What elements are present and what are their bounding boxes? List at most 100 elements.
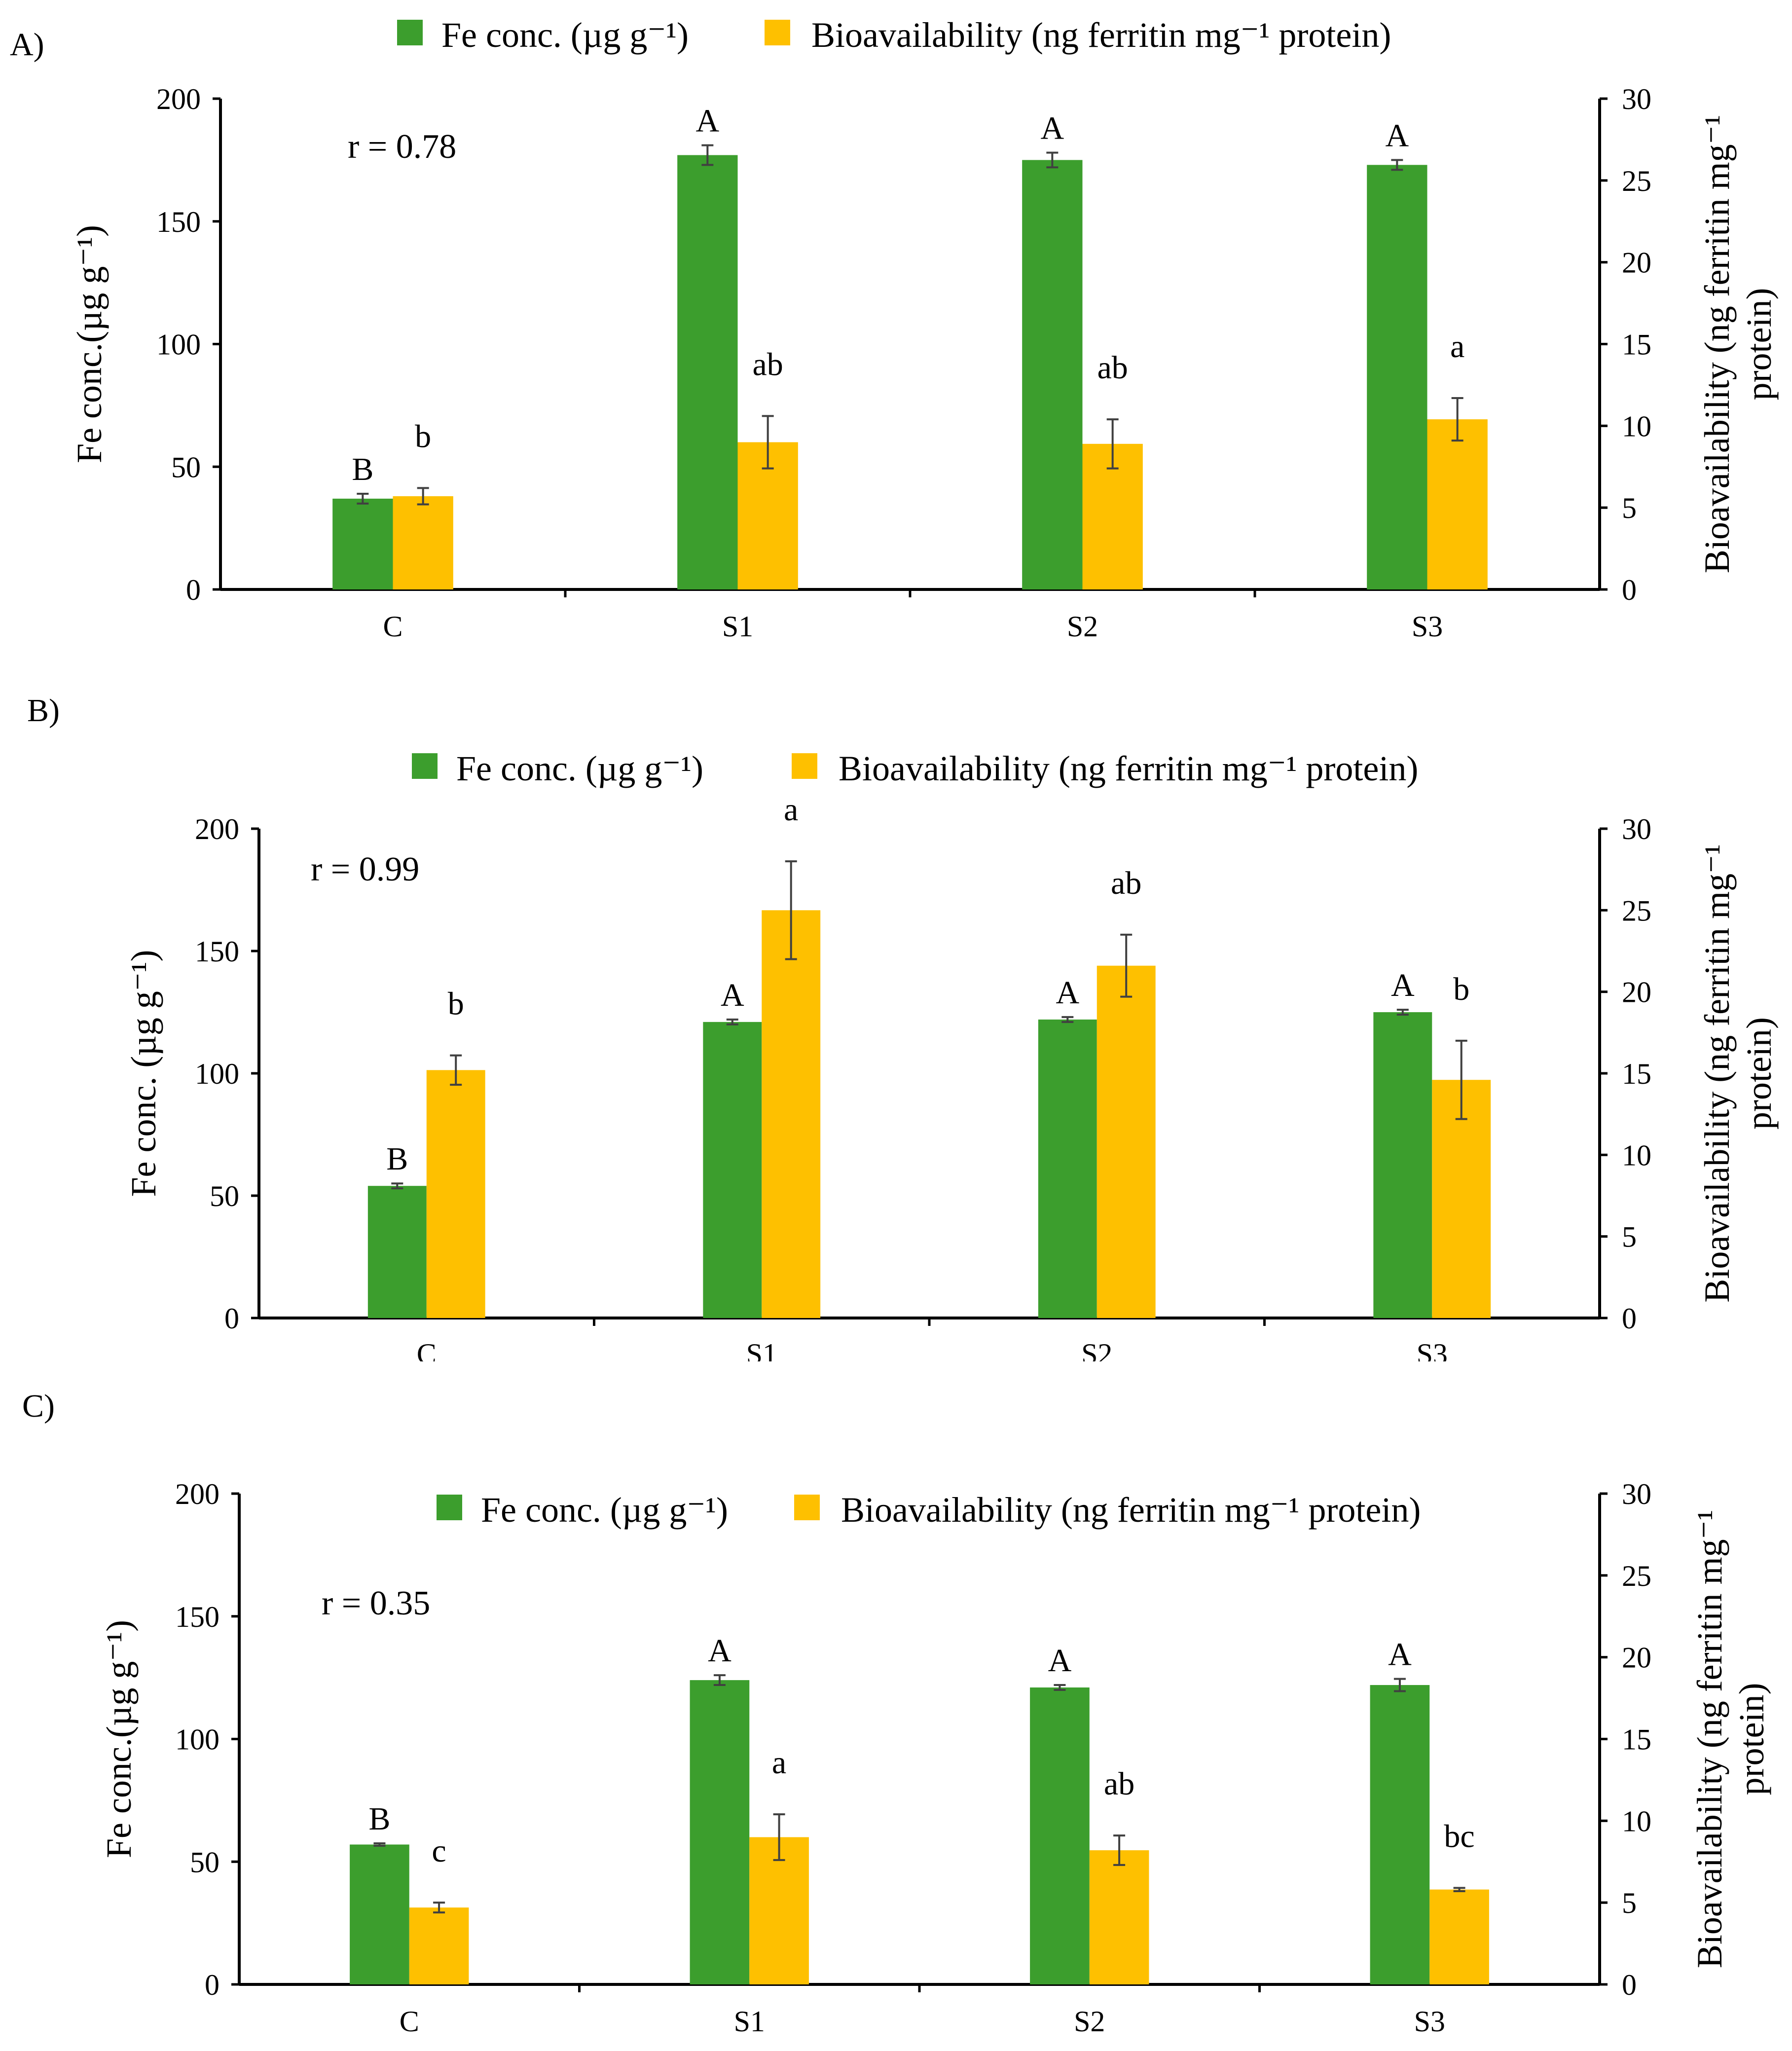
fe-bar [367, 1186, 427, 1318]
chart-a-svg: A) Fe conc. (µg g⁻¹) Bioavailability (ng f… [10, 15, 1779, 643]
left-tick-label: 100 [156, 329, 201, 361]
chart-b-svg: B) Fe conc. (µg g⁻¹) Bioavailability (ng f… [27, 693, 1779, 1361]
category-label: S3 [1417, 1338, 1448, 1361]
category-label: S3 [1412, 610, 1443, 643]
bio-significance-letter: ab [1097, 350, 1128, 386]
bio-significance-letter: bc [1444, 1818, 1474, 1854]
fe-significance-letter: A [721, 977, 744, 1013]
right-tick-label: 5 [1622, 1221, 1637, 1253]
bio-significance-letter: a [772, 1745, 786, 1781]
legend-label-bio: Bioavailability (ng ferritin mg⁻¹ protei… [841, 1490, 1421, 1530]
fe-bar [1370, 1685, 1430, 1984]
bio-bar [1429, 1889, 1489, 1984]
fe-significance-letter: A [1386, 117, 1409, 153]
left-tick-label: 50 [190, 1846, 219, 1878]
fe-significance-letter: B [368, 1801, 390, 1837]
right-tick-label: 25 [1622, 165, 1651, 197]
fe-bar [1030, 1687, 1090, 1984]
left-axis-title: Fe conc. (µg g⁻¹) [124, 950, 163, 1197]
left-tick-label: 200 [156, 83, 201, 115]
legend-swatch-bio [765, 20, 790, 45]
right-tick-label: 10 [1622, 410, 1651, 442]
left-tick-label: 150 [156, 206, 201, 238]
fe-bar [1022, 160, 1083, 589]
panel-label: C) [22, 1388, 55, 1424]
legend-swatch-fe [437, 1495, 462, 1520]
fe-significance-letter: B [386, 1141, 408, 1177]
fe-significance-letter: A [1391, 967, 1415, 1003]
right-axis-title-line2: protein) [1732, 1683, 1771, 1795]
correlation-label: r = 0.99 [311, 850, 419, 888]
left-tick-label: 200 [175, 1478, 219, 1510]
fe-bar [690, 1680, 750, 1984]
left-tick-label: 100 [175, 1723, 219, 1756]
left-axis-title: Fe conc.(µg g⁻¹) [99, 1620, 139, 1858]
chart-c-svg: C) Fe conc. (µg g⁻¹) Bioavailability (ng f… [22, 1388, 1771, 2038]
bio-significance-letter: a [1450, 329, 1464, 365]
bio-significance-letter: ab [1111, 865, 1141, 901]
bio-bar [1427, 419, 1488, 589]
right-tick-label: 30 [1622, 83, 1651, 115]
category-label: C [400, 2005, 419, 2038]
bio-significance-letter: ab [753, 346, 783, 382]
left-tick-label: 50 [210, 1180, 239, 1212]
category-label: S2 [1074, 2005, 1105, 2038]
fe-bar [677, 155, 738, 589]
right-tick-label: 25 [1622, 1560, 1651, 1592]
right-tick-label: 0 [1622, 1302, 1637, 1335]
bio-bar [762, 910, 821, 1318]
fe-bar [332, 498, 393, 589]
right-tick-label: 30 [1622, 813, 1651, 845]
legend-swatch-bio [794, 1495, 820, 1520]
bio-significance-letter: b [1453, 971, 1469, 1007]
left-tick-label: 150 [195, 935, 239, 968]
left-axis-title: Fe conc.(µg g⁻¹) [70, 225, 109, 463]
legend-label-fe: Fe conc. (µg g⁻¹) [441, 15, 689, 55]
right-tick-label: 5 [1622, 1887, 1637, 1919]
category-label: C [383, 610, 402, 643]
legend-label-fe: Fe conc. (µg g⁻¹) [456, 749, 703, 788]
chart-panel-c: C) Fe conc. (µg g⁻¹) Bioavailability (ng f… [0, 1361, 1792, 2051]
right-tick-label: 20 [1622, 1642, 1651, 1674]
fe-significance-letter: B [352, 451, 373, 487]
right-axis-title-line1: Bioavailability (ng ferritin mg⁻¹ [1690, 1510, 1729, 1968]
left-tick-label: 50 [171, 451, 201, 483]
bio-bar [1097, 965, 1156, 1318]
chart-panel-a: A) Fe conc. (µg g⁻¹) Bioavailability (ng f… [0, 0, 1792, 681]
bio-significance-letter: b [415, 418, 431, 454]
bio-significance-letter: b [448, 986, 464, 1022]
correlation-label: r = 0.35 [322, 1584, 430, 1622]
legend-label-fe: Fe conc. (µg g⁻¹) [481, 1490, 728, 1530]
right-tick-label: 15 [1622, 1058, 1651, 1090]
left-tick-label: 0 [186, 574, 201, 606]
legend: Fe conc. (µg g⁻¹) Bioavailability (ng fer… [437, 1490, 1421, 1530]
right-tick-label: 15 [1622, 1723, 1651, 1756]
bio-significance-letter: a [784, 792, 798, 828]
legend: Fe conc. (µg g⁻¹) Bioavailability (ng fer… [397, 15, 1391, 55]
left-tick-label: 200 [195, 813, 239, 845]
bio-significance-letter: ab [1104, 1766, 1134, 1802]
category-label: S2 [1081, 1338, 1112, 1361]
right-tick-label: 15 [1622, 329, 1651, 361]
category-label: S3 [1414, 2005, 1445, 2038]
bio-bar [409, 1907, 469, 1984]
bio-bar [1089, 1850, 1149, 1984]
fe-significance-letter: A [1048, 1643, 1072, 1679]
fe-significance-letter: A [696, 103, 720, 139]
right-axis-title-line2: protein) [1739, 288, 1779, 401]
legend-swatch-bio [792, 753, 817, 779]
right-axis-title: Bioavailability (ng ferritin mg⁻¹protein… [1690, 1510, 1771, 1968]
right-axis-title: Bioavailability (ng ferritin mg⁻¹protein… [1697, 115, 1779, 573]
right-axis-title-line2: protein) [1739, 1017, 1779, 1130]
fe-significance-letter: A [1388, 1637, 1412, 1673]
fe-bar [1373, 1012, 1432, 1318]
right-tick-label: 10 [1622, 1139, 1651, 1172]
fe-significance-letter: A [1056, 975, 1079, 1011]
right-tick-label: 0 [1622, 1969, 1637, 2001]
left-tick-label: 150 [175, 1601, 219, 1633]
left-tick-label: 0 [224, 1302, 239, 1335]
category-label: S2 [1067, 610, 1098, 643]
fe-significance-letter: A [708, 1633, 731, 1669]
fe-bar [350, 1844, 409, 1984]
fe-bar [1367, 165, 1427, 589]
